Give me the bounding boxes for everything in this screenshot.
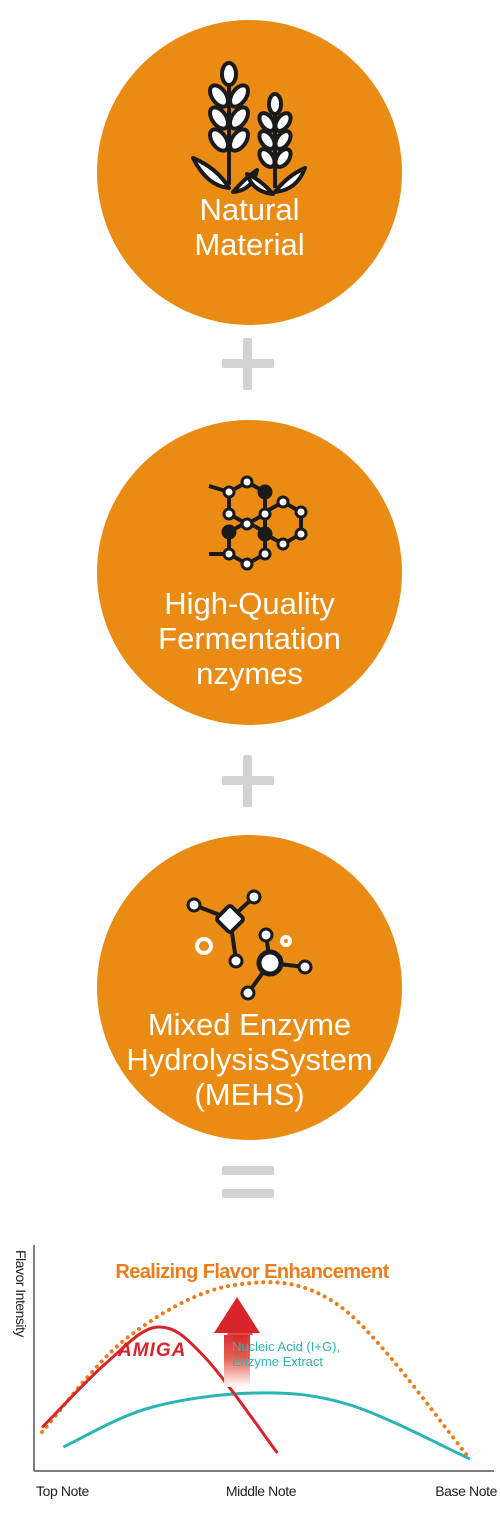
plus-icon	[222, 755, 274, 807]
x-tick-label: Middle Note	[226, 1483, 297, 1499]
enhancement-arrow-head	[214, 1297, 260, 1333]
fermentation-enzymes-circle: High-Quality Fermentation nzymes	[97, 420, 402, 725]
series-line-amiga	[40, 1325, 279, 1454]
nucleic-label-line-2: Enzyme Extract	[232, 1354, 323, 1369]
step-label-line: nzymes	[196, 656, 303, 691]
molecule-network-icon	[186, 889, 313, 1001]
step-label-line: Fermentation	[158, 621, 341, 656]
amiga-label: AMIGA	[117, 1340, 186, 1361]
flavor-chart: Flavor Intensity Realizing Flavor Enhanc…	[0, 1225, 500, 1539]
chart-title: Realizing Flavor Enhancement	[115, 1261, 389, 1283]
nucleic-label-line-1: Nucleic Acid (I+G),	[232, 1339, 340, 1354]
step-label-line: Natural	[199, 192, 300, 227]
natural-material-circle: Natural Material	[97, 20, 402, 325]
series-line-nucleic	[62, 1391, 471, 1461]
step-label-line: HydrolysisSystem	[126, 1042, 373, 1077]
enhancement-arrow-body	[224, 1335, 250, 1387]
step-label-line: Material	[194, 227, 305, 262]
series-line-enhancement	[40, 1280, 472, 1461]
x-tick-label: Base Note	[435, 1483, 497, 1499]
mehs-circle: Mixed Enzyme HydrolysisSystem (MEHS)	[97, 835, 402, 1140]
step-label-line: High-Quality	[164, 586, 335, 621]
step-label-line: (MEHS)	[194, 1077, 305, 1112]
hexagon-molecule-icon	[208, 475, 308, 571]
plus-icon	[222, 338, 274, 390]
y-axis-label: Flavor Intensity	[13, 1250, 29, 1337]
x-tick-label: Top Note	[36, 1483, 89, 1499]
step-label-line: Mixed Enzyme	[147, 1007, 352, 1042]
wheat-icon	[191, 61, 307, 196]
flavor-chart-svg: Flavor Intensity Realizing Flavor Enhanc…	[13, 1245, 498, 1499]
equals-icon	[222, 1162, 274, 1202]
